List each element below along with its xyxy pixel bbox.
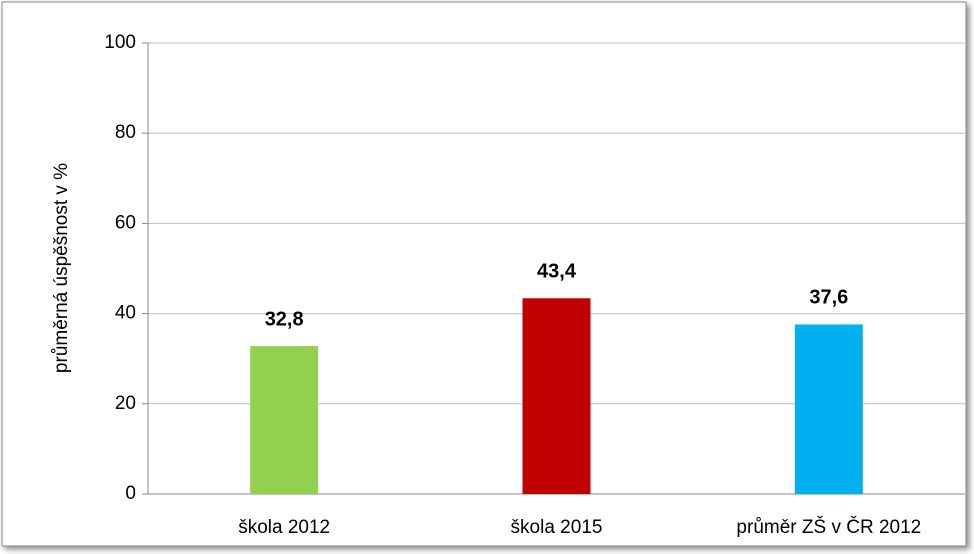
y-tick-label: 60 — [115, 212, 136, 233]
y-tick-label: 80 — [115, 122, 136, 143]
x-tick-label: průměr ZŠ v ČR 2012 — [736, 516, 921, 538]
x-tick-label: škola 2012 — [238, 517, 330, 538]
bar — [522, 298, 591, 494]
bar — [250, 346, 319, 494]
y-tick-label: 40 — [115, 303, 136, 324]
y-axis-label: průměrná úspěšnost v % — [51, 163, 72, 373]
value-label: 37,6 — [809, 287, 848, 309]
y-tick-label: 20 — [115, 393, 136, 414]
x-tick-label: škola 2015 — [511, 517, 603, 538]
bar — [794, 324, 863, 494]
y-tick-label: 0 — [125, 483, 136, 504]
y-tick-label: 100 — [104, 32, 136, 53]
value-label: 32,8 — [265, 308, 304, 330]
value-label: 43,4 — [537, 261, 577, 283]
